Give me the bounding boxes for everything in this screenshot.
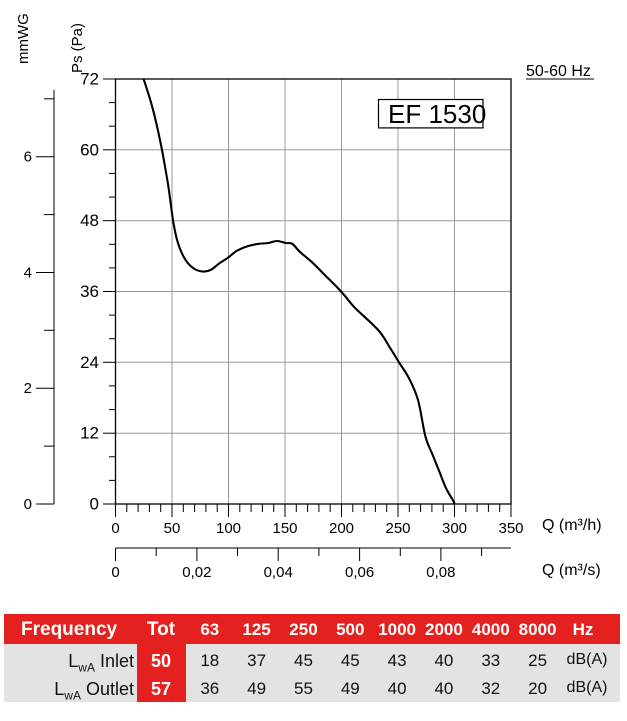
- svg-text:50-60 Hz: 50-60 Hz: [526, 63, 591, 80]
- svg-text:0,06: 0,06: [345, 564, 374, 581]
- svg-text:0,08: 0,08: [426, 564, 455, 581]
- svg-text:36: 36: [80, 282, 99, 301]
- svg-text:0: 0: [90, 495, 99, 514]
- svg-text:0: 0: [24, 496, 32, 513]
- svg-text:6: 6: [24, 149, 32, 166]
- svg-text:0: 0: [111, 564, 119, 581]
- svg-text:12: 12: [80, 424, 99, 443]
- svg-text:200: 200: [329, 520, 354, 537]
- svg-text:0,02: 0,02: [182, 564, 211, 581]
- svg-text:50: 50: [164, 520, 181, 537]
- svg-text:4: 4: [24, 265, 32, 282]
- svg-text:48: 48: [80, 211, 99, 230]
- svg-text:150: 150: [272, 520, 297, 537]
- svg-text:mmWG: mmWG: [15, 13, 32, 64]
- svg-text:300: 300: [442, 520, 467, 537]
- svg-text:100: 100: [216, 520, 241, 537]
- svg-text:250: 250: [385, 520, 410, 537]
- svg-text:EF 1530: EF 1530: [388, 99, 486, 129]
- svg-text:24: 24: [80, 353, 99, 372]
- svg-text:2: 2: [24, 380, 32, 397]
- svg-text:60: 60: [80, 140, 99, 159]
- svg-text:0: 0: [111, 520, 119, 537]
- svg-text:Ps (Pa): Ps (Pa): [69, 23, 86, 73]
- svg-text:0,04: 0,04: [264, 564, 293, 581]
- svg-text:350: 350: [498, 520, 523, 537]
- svg-text:Q (m³/s): Q (m³/s): [542, 562, 601, 579]
- svg-text:Q (m³/h): Q (m³/h): [542, 517, 602, 534]
